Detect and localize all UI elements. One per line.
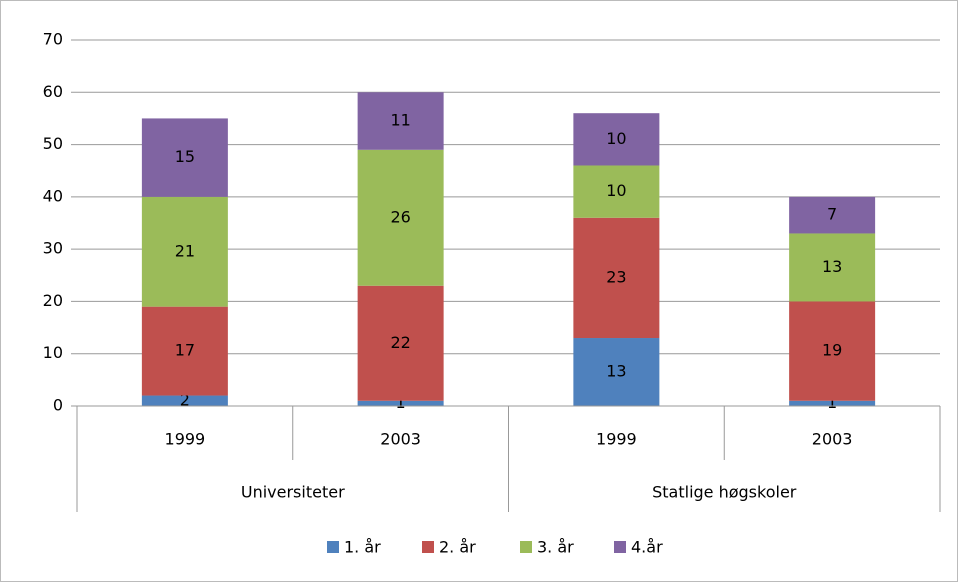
data-label: 11 <box>390 111 410 130</box>
bar-segment <box>141 196 228 307</box>
bar-segment <box>789 196 876 234</box>
bar-segment <box>357 92 444 150</box>
data-label: 19 <box>822 341 842 360</box>
data-label: 13 <box>822 257 842 276</box>
x-tick-label: 2003 <box>380 430 421 449</box>
data-label: 26 <box>390 207 410 226</box>
data-label: 1 <box>827 393 837 412</box>
group-label: Statlige høgskoler <box>652 483 797 502</box>
y-tick-label: 10 <box>43 343 63 362</box>
legend-label: 4.år <box>631 538 663 557</box>
y-tick-label: 20 <box>43 291 63 310</box>
y-tick-label: 70 <box>43 30 63 49</box>
bar-segment <box>789 301 876 401</box>
y-tick-label: 0 <box>53 396 63 415</box>
x-tick-label: 2003 <box>812 430 853 449</box>
data-label: 21 <box>175 241 195 260</box>
data-label: 13 <box>606 362 626 381</box>
legend-label: 2. år <box>439 538 476 557</box>
bar-segment <box>573 165 660 218</box>
data-label: 2 <box>180 390 190 409</box>
bar-segment <box>357 285 444 401</box>
bar-segment <box>141 395 228 406</box>
bar-segment <box>141 306 228 396</box>
data-label: 17 <box>175 341 195 360</box>
legend-label: 3. år <box>537 538 574 557</box>
data-label: 7 <box>827 205 837 224</box>
x-tick-label: 1999 <box>596 430 637 449</box>
y-tick-label: 30 <box>43 239 63 258</box>
bar-segment <box>573 217 660 339</box>
legend-swatch <box>520 541 532 553</box>
data-label: 23 <box>606 267 626 286</box>
legend-swatch <box>614 541 626 553</box>
bar-segment <box>789 233 876 302</box>
bar-segment <box>573 338 660 406</box>
bar-segment <box>141 118 228 197</box>
legend-swatch <box>327 541 339 553</box>
y-tick-label: 60 <box>43 82 63 101</box>
group-label: Universiteter <box>241 483 345 502</box>
bar-segment <box>789 400 876 406</box>
x-tick-label: 1999 <box>165 430 206 449</box>
data-label: 15 <box>175 147 195 166</box>
bar-segment <box>573 113 660 166</box>
data-label: 10 <box>606 181 626 200</box>
data-label: 22 <box>390 333 410 352</box>
legend-swatch <box>422 541 434 553</box>
data-label: 10 <box>606 129 626 148</box>
bar-segment <box>357 149 444 286</box>
bar-segment <box>357 400 444 406</box>
legend-label: 1. år <box>344 538 381 557</box>
data-label: 1 <box>396 393 406 412</box>
y-tick-label: 50 <box>43 134 63 153</box>
y-tick-label: 40 <box>43 186 63 205</box>
